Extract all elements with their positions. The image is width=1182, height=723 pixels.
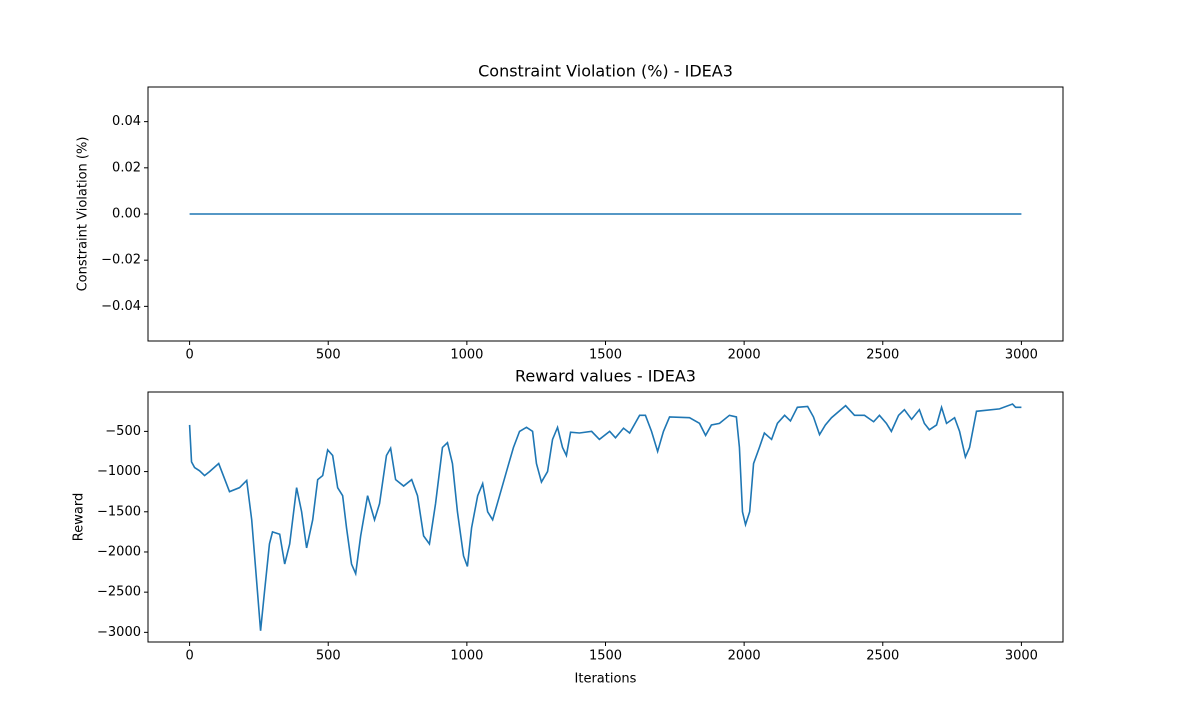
x-tick-label: 3000	[1005, 649, 1038, 664]
y-tick-label: −0.02	[101, 253, 141, 268]
x-tick-label: 500	[316, 649, 341, 664]
plot-frame	[147, 391, 1064, 643]
x-tick-label: 1000	[450, 348, 483, 363]
x-tick-label: 0	[185, 348, 193, 363]
x-tick-label: 2000	[728, 649, 761, 664]
x-tick-label: 1500	[589, 649, 622, 664]
y-tick-label: −0.04	[101, 299, 141, 314]
data-line	[188, 403, 1022, 631]
y-tick-label: −500	[105, 424, 141, 439]
chart-title: Reward values - IDEA3	[515, 367, 696, 386]
x-tick-label: 0	[185, 649, 193, 664]
y-axis-label: Constraint Violation (%)	[76, 137, 91, 292]
x-tick-label: 3000	[1005, 348, 1038, 363]
y-tick-label: −3000	[97, 625, 141, 640]
y-tick-label: 0.04	[112, 114, 141, 129]
y-tick-label: 0.00	[112, 207, 141, 222]
y-tick-label: −2000	[97, 544, 141, 559]
x-tick-label: 2000	[728, 348, 761, 363]
x-tick-label: 1000	[450, 649, 483, 664]
x-tick-label: 2500	[866, 649, 899, 664]
y-tick-label: −1000	[97, 464, 141, 479]
y-tick-label: −1500	[97, 504, 141, 519]
x-tick-label: 500	[316, 348, 341, 363]
x-axis-label: Iterations	[575, 672, 637, 687]
y-tick-label: 0.02	[112, 160, 141, 175]
x-tick-label: 1500	[589, 348, 622, 363]
y-tick-label: −2500	[97, 585, 141, 600]
chart-title: Constraint Violation (%) - IDEA3	[478, 62, 733, 81]
x-tick-label: 2500	[866, 348, 899, 363]
y-axis-label: Reward	[72, 493, 87, 541]
